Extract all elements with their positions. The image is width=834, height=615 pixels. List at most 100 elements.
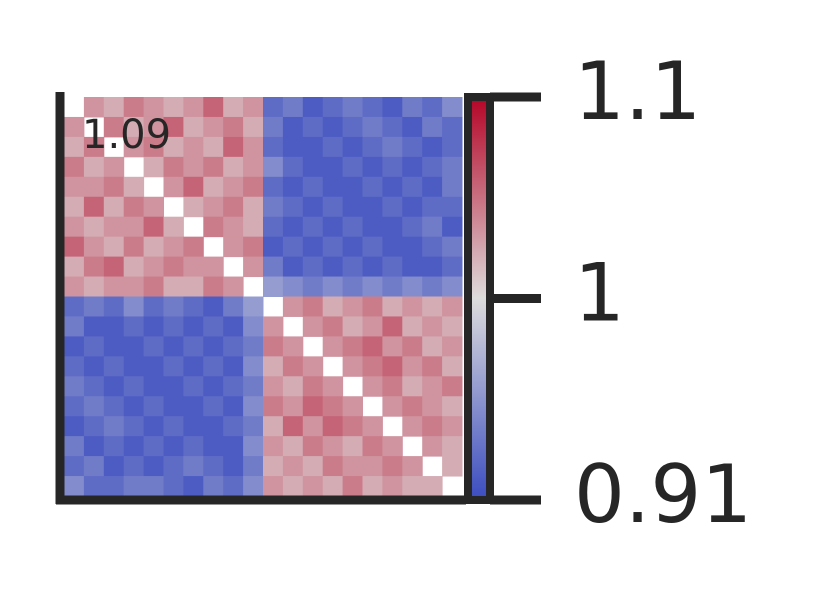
heatmap-cell: [64, 456, 85, 477]
heatmap-cell: [103, 236, 125, 258]
heatmap-cell: [422, 436, 443, 457]
heatmap-cell: [143, 476, 164, 497]
heatmap-cell: [342, 456, 363, 477]
heatmap-cell: [223, 336, 244, 357]
heatmap-cell: [64, 236, 85, 258]
heatmap-cell: [282, 116, 304, 138]
heatmap-cell: [382, 296, 403, 317]
heatmap-cell: [243, 256, 264, 278]
heatmap-cell: [342, 216, 363, 238]
heatmap-cell: [362, 136, 383, 158]
heatmap-cell: [83, 296, 105, 317]
heatmap-cell: [382, 236, 403, 258]
heatmap-cell: [123, 136, 145, 158]
heatmap-cell: [243, 156, 264, 178]
heatmap-cell: [402, 336, 423, 357]
heatmap-cell: [123, 296, 145, 317]
heatmap-cell: [64, 116, 85, 138]
heatmap-cell: [143, 296, 164, 317]
heatmap-cell: [302, 97, 324, 118]
heatmap-cell: [223, 176, 244, 198]
heatmap-cell: [342, 236, 363, 258]
heatmap-cell: [183, 376, 204, 397]
heatmap-cell: [422, 136, 443, 158]
heatmap-cell: [282, 296, 304, 317]
heatmap-cell: [163, 436, 184, 457]
heatmap-cell: [183, 336, 204, 357]
heatmap-cell: [163, 316, 184, 337]
heatmap-cell: [203, 476, 224, 497]
heatmap-cell: [422, 116, 443, 138]
heatmap-cell: [64, 196, 85, 218]
heatmap-cell: [263, 336, 284, 357]
heatmap-cell: [183, 276, 204, 297]
heatmap-cell: [103, 156, 125, 178]
heatmap-cell: [143, 196, 164, 218]
heatmap-cell: [302, 456, 324, 477]
heatmap-cell: [422, 316, 443, 337]
heatmap-cell: [282, 216, 304, 238]
heatmap-cell: [143, 136, 164, 158]
heatmap-cell: [422, 176, 443, 198]
heatmap-cell: [362, 336, 383, 357]
heatmap-cell: [64, 136, 85, 158]
heatmap-cell: [342, 316, 363, 337]
heatmap-cell: [422, 196, 443, 218]
heatmap-cell: [103, 476, 125, 497]
heatmap-cell: [163, 256, 184, 278]
heatmap-cell: [402, 116, 423, 138]
heatmap-cell: [64, 376, 85, 397]
heatmap-cell: [143, 436, 164, 457]
heatmap-cell: [243, 97, 264, 118]
heatmap-cell: [223, 97, 244, 118]
heatmap-cell: [163, 396, 184, 417]
heatmap-cell: [322, 416, 344, 437]
colorbar-tick-label: 1.1: [574, 45, 701, 138]
heatmap-cell: [203, 276, 224, 297]
heatmap-cell: [342, 356, 363, 377]
heatmap-cell: [183, 156, 204, 178]
heatmap-cell: [163, 97, 184, 118]
heatmap-cell: [422, 396, 443, 417]
heatmap-cell: [442, 176, 463, 198]
heatmap-cell: [362, 97, 383, 118]
heatmap-cell: [143, 316, 164, 337]
heatmap-cell: [382, 276, 403, 297]
heatmap-cell: [282, 236, 304, 258]
heatmap-cell: [302, 356, 324, 377]
heatmap-cell: [382, 176, 403, 198]
heatmap-cell: [83, 276, 105, 297]
heatmap-cell: [243, 436, 264, 457]
heatmap-cell: [123, 316, 145, 337]
heatmap-cell: [64, 336, 85, 357]
heatmap-cell: [243, 416, 264, 437]
heatmap-cell: [282, 356, 304, 377]
heatmap-cell: [382, 116, 403, 138]
heatmap-cell: [322, 136, 344, 158]
heatmap-cell: [322, 316, 344, 337]
heatmap-cell: [263, 456, 284, 477]
colorbar-tick-label: 1: [574, 246, 625, 339]
heatmap-cell: [362, 356, 383, 377]
heatmap-cell: [302, 116, 324, 138]
heatmap-cell: [282, 416, 304, 437]
heatmap-cell: [402, 316, 423, 337]
heatmap-cell: [143, 216, 164, 238]
heatmap-cell: [263, 436, 284, 457]
heatmap-cell: [103, 116, 125, 138]
heatmap-cell: [342, 476, 363, 497]
heatmap-cell: [83, 416, 105, 437]
heatmap-cell: [402, 416, 423, 437]
heatmap-cell: [64, 316, 85, 337]
heatmap-cell: [243, 396, 264, 417]
heatmap-cell: [442, 296, 463, 317]
heatmap-cell: [322, 296, 344, 317]
heatmap-cell: [402, 176, 423, 198]
heatmap-cell: [282, 456, 304, 477]
heatmap-cell: [223, 416, 244, 437]
heatmap-cell: [282, 156, 304, 178]
heatmap-cell: [123, 276, 145, 297]
heatmap-cell: [342, 276, 363, 297]
heatmap-cell: [103, 416, 125, 437]
